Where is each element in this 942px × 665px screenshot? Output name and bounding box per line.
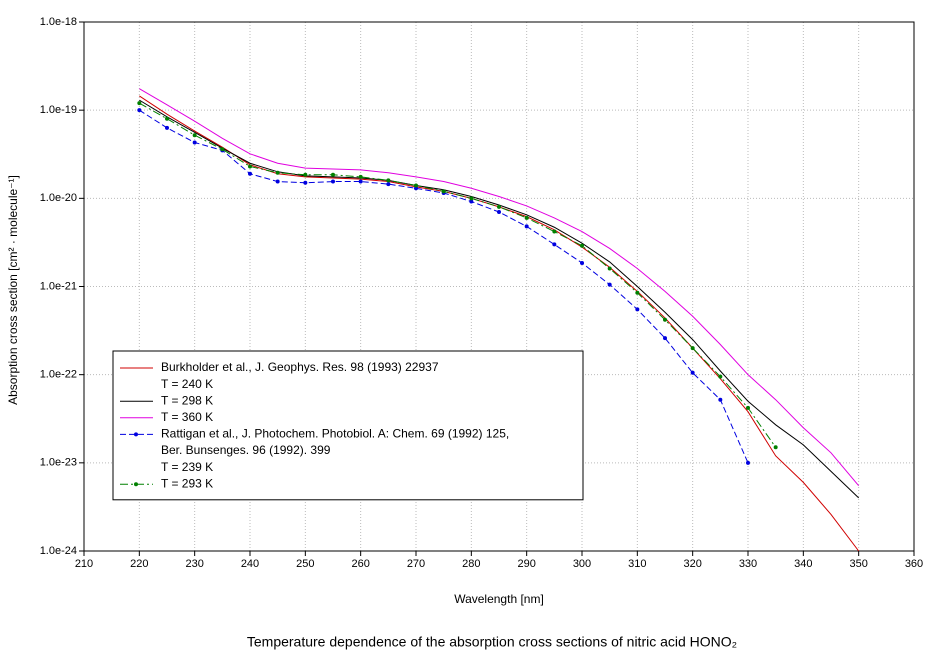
data-point: [690, 370, 695, 375]
legend-label: Rattigan et al., J. Photochem. Photobiol…: [161, 427, 509, 441]
data-point: [524, 215, 529, 220]
x-tick-label: 270: [407, 558, 425, 570]
data-point: [441, 189, 446, 194]
x-axis-title: Wavelength [nm]: [454, 592, 544, 606]
data-point: [524, 224, 529, 229]
data-point: [663, 336, 667, 341]
legend-marker: [134, 432, 138, 437]
x-tick-label: 310: [628, 558, 646, 570]
x-tick-label: 250: [296, 558, 314, 570]
data-point: [386, 182, 391, 187]
caption: Temperature dependence of the absorption…: [247, 634, 737, 650]
x-tick-label: 300: [573, 558, 591, 570]
x-tick-label: 210: [75, 558, 93, 570]
data-point: [275, 170, 280, 175]
y-tick-label: 1.0e-22: [40, 369, 77, 381]
legend-label: T = 240 K: [161, 377, 213, 391]
data-point: [248, 171, 252, 176]
x-tick-label: 320: [683, 558, 701, 570]
y-axis-title: Absorption cross section [cm² · molecule…: [6, 175, 20, 405]
series-line: [139, 88, 860, 487]
data-point: [497, 204, 501, 209]
data-point: [773, 445, 778, 450]
data-point: [386, 178, 391, 183]
x-tick-label: 240: [241, 558, 259, 570]
data-point: [552, 229, 557, 234]
x-tick-label: 290: [517, 558, 535, 570]
data-point: [552, 242, 557, 247]
x-tick-label: 220: [130, 558, 148, 570]
data-point: [331, 179, 335, 184]
x-tick-label: 360: [905, 558, 923, 570]
data-point: [303, 180, 308, 185]
data-point: [414, 183, 418, 188]
legend-label: T = 293 K: [161, 476, 213, 490]
data-point: [718, 374, 723, 379]
data-point: [358, 174, 363, 179]
data-point: [303, 172, 308, 177]
legend-box: [112, 350, 584, 501]
data-point: [663, 317, 667, 322]
legend-label: Ber. Bunsenges. 96 (1992). 399: [161, 443, 331, 457]
x-tick-label: 260: [351, 558, 369, 570]
y-tick-label: 1.0e-23: [40, 457, 77, 469]
y-tick-label: 1.0e-19: [40, 104, 77, 116]
data-point: [718, 397, 723, 402]
y-tick-label: 1.0e-21: [40, 280, 77, 292]
legend: Burkholder et al., J. Geophys. Res. 98 (…: [112, 350, 584, 501]
x-tick-label: 340: [794, 558, 812, 570]
data-point: [635, 290, 640, 295]
data-point: [220, 147, 225, 152]
data-point: [580, 243, 584, 248]
data-point: [690, 346, 695, 351]
legend-label: T = 360 K: [161, 410, 213, 424]
data-point: [746, 460, 750, 465]
series-line: [139, 102, 777, 448]
data-point: [635, 307, 640, 312]
data-point: [192, 133, 197, 138]
data-point: [275, 179, 280, 184]
y-tick-label: 1.0e-20: [40, 192, 77, 204]
y-tick-label: 1.0e-24: [40, 545, 77, 557]
x-tick-label: 330: [739, 558, 757, 570]
x-tick-label: 280: [462, 558, 480, 570]
y-tick-label: 1.0e-18: [40, 16, 77, 28]
data-point: [248, 164, 252, 169]
plot-frame: [83, 21, 915, 552]
data-point: [165, 116, 169, 121]
data-point: [497, 209, 501, 214]
data-point: [469, 196, 474, 201]
data-point: [607, 282, 612, 287]
data-point: [414, 186, 418, 191]
data-point: [469, 199, 474, 204]
legend-label: Burkholder et al., J. Geophys. Res. 98 (…: [161, 360, 439, 374]
data-point: [165, 125, 169, 130]
x-tick-label: 230: [185, 558, 203, 570]
data-point: [137, 101, 142, 106]
data-point: [331, 172, 335, 177]
x-tick-label: 350: [849, 558, 867, 570]
data-point: [192, 140, 197, 145]
data-point: [580, 260, 584, 265]
data-point: [358, 179, 363, 184]
data-point: [607, 266, 612, 271]
legend-label: T = 239 K: [161, 460, 213, 474]
legend-label: T = 298 K: [161, 393, 213, 407]
data-point: [137, 108, 142, 113]
legend-marker: [134, 482, 138, 487]
data-point: [746, 405, 750, 410]
